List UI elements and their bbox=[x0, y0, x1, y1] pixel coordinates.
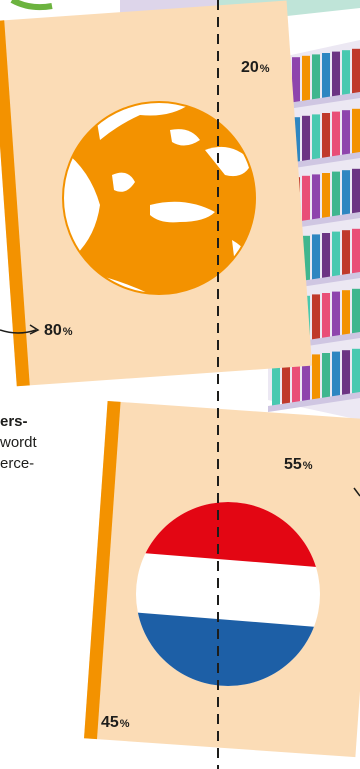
caption-line: wordt bbox=[0, 434, 37, 451]
shelf-book bbox=[322, 53, 330, 99]
shelf-book bbox=[302, 175, 310, 222]
shelf-book bbox=[352, 228, 360, 275]
globe-icon bbox=[62, 101, 256, 295]
shelf-book bbox=[292, 57, 300, 104]
shelf-book bbox=[342, 290, 350, 337]
shelf-book bbox=[332, 231, 340, 278]
shelf-book bbox=[322, 353, 330, 399]
shelf-book bbox=[342, 230, 350, 277]
arrow-hint-icon bbox=[353, 487, 360, 497]
top-left-percentage: 80% bbox=[44, 322, 73, 340]
shelf-book bbox=[312, 354, 320, 401]
shelf-book bbox=[312, 234, 320, 281]
book-spine bbox=[84, 401, 121, 740]
bottom-right-percentage: 55% bbox=[284, 456, 313, 474]
shelf-book bbox=[332, 291, 340, 338]
arrow-icon bbox=[0, 329, 37, 334]
shelf-book bbox=[342, 350, 350, 397]
unit: % bbox=[259, 63, 270, 75]
shelf-book bbox=[302, 55, 310, 102]
shelf-book bbox=[302, 235, 310, 282]
shelf-book bbox=[312, 174, 320, 221]
shelf-book bbox=[332, 351, 340, 398]
shelf-book bbox=[312, 54, 320, 101]
value: 55 bbox=[284, 456, 302, 473]
unit: % bbox=[302, 460, 313, 472]
shelf-book bbox=[282, 358, 290, 405]
shelf-book bbox=[292, 357, 300, 404]
caption-line: ers- bbox=[0, 413, 28, 430]
book-spine bbox=[0, 20, 30, 387]
shelf-book bbox=[322, 173, 330, 219]
shelf-book bbox=[312, 294, 320, 341]
shelf-book bbox=[352, 108, 360, 155]
shelf-book bbox=[272, 360, 280, 406]
caption-line: erce- bbox=[0, 455, 35, 472]
shelf-book bbox=[352, 288, 360, 335]
shelf-book bbox=[332, 171, 340, 218]
unit: % bbox=[62, 326, 73, 338]
shelf-book bbox=[302, 355, 310, 402]
shelf-book bbox=[342, 170, 350, 217]
shelf-book bbox=[322, 113, 330, 159]
value: 80 bbox=[44, 322, 62, 339]
top-right-percentage: 20% bbox=[241, 59, 270, 77]
unit: % bbox=[119, 718, 130, 730]
shelf-book bbox=[352, 348, 360, 395]
value: 20 bbox=[241, 59, 259, 76]
shelf-book bbox=[352, 168, 360, 215]
shelf-book bbox=[312, 114, 320, 161]
shelf-book bbox=[322, 233, 330, 279]
caption-text: ers- wordt erce- bbox=[0, 411, 80, 474]
shelf-book bbox=[302, 115, 310, 162]
shelf-book bbox=[322, 293, 330, 339]
shelf-book bbox=[332, 51, 340, 98]
shelf-board bbox=[268, 392, 360, 412]
value: 45 bbox=[101, 714, 119, 731]
bottom-left-percentage: 45% bbox=[101, 714, 130, 732]
shelf-book bbox=[332, 111, 340, 158]
shelf-book bbox=[342, 110, 350, 157]
shelf-book bbox=[342, 50, 350, 97]
shelf-book bbox=[352, 48, 360, 95]
